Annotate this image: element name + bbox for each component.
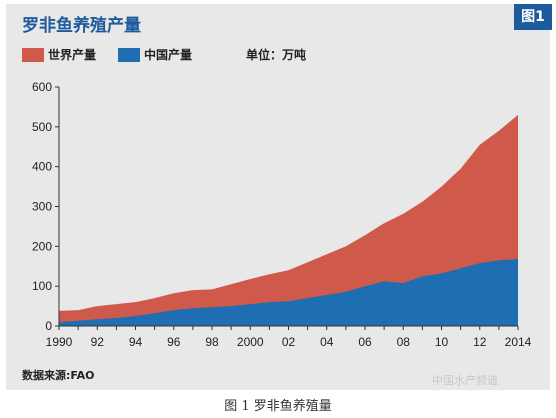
legend-swatch-china xyxy=(118,47,140,62)
figure-caption: 图 1 罗非鱼养殖量 xyxy=(224,399,332,414)
legend-label-world: 世界产量 xyxy=(48,48,97,62)
x-tick-label: 04 xyxy=(320,335,334,349)
legend-swatch-world xyxy=(22,47,44,62)
x-tick-label: 1990 xyxy=(46,335,73,349)
x-tick-label: 98 xyxy=(205,335,219,349)
chart-title: 罗非鱼养殖产量 xyxy=(22,16,141,36)
figure-badge: 图1 xyxy=(514,4,552,30)
x-tick-label: 2014 xyxy=(505,335,532,349)
series-area-china xyxy=(59,259,518,326)
x-tick-label: 96 xyxy=(167,335,181,349)
y-tick-label: 100 xyxy=(32,279,52,293)
legend-item-china: 中国产量 xyxy=(118,46,192,63)
x-tick-label: 02 xyxy=(282,335,296,349)
y-tick-label: 300 xyxy=(32,200,52,214)
legend-item-world: 世界产量 xyxy=(22,46,96,63)
x-tick-label: 12 xyxy=(473,335,487,349)
y-tick-label: 0 xyxy=(45,319,52,333)
y-tick-label: 600 xyxy=(32,80,52,94)
x-tick-label: 10 xyxy=(435,335,449,349)
data-source: 数据来源:FAO xyxy=(22,369,95,382)
x-tick-label: 94 xyxy=(129,335,143,349)
x-tick-label: 2000 xyxy=(237,335,264,349)
series-area-world xyxy=(59,114,518,327)
unit-label: 单位：万吨 xyxy=(246,48,307,62)
x-tick-label: 08 xyxy=(397,335,411,349)
x-tick-label: 92 xyxy=(91,335,105,349)
y-tick-label: 500 xyxy=(32,120,52,134)
legend-label-china: 中国产量 xyxy=(144,48,193,62)
y-tick-label: 200 xyxy=(32,239,52,253)
y-tick-label: 400 xyxy=(32,160,52,174)
watermark: 中国水产频道 xyxy=(432,374,498,387)
x-tick-label: 06 xyxy=(358,335,372,349)
